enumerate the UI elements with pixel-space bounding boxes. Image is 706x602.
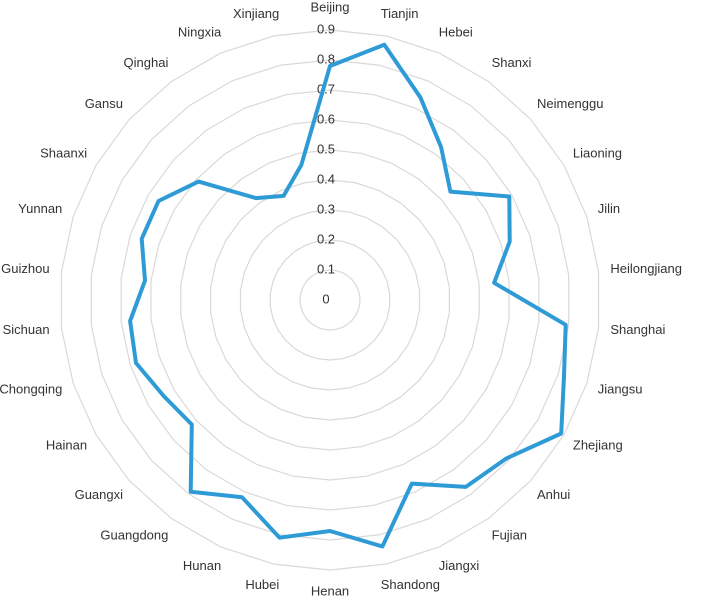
- grid-ring: [299, 269, 361, 331]
- category-label: Jilin: [598, 201, 620, 216]
- category-label: Henan: [311, 583, 349, 598]
- category-label: Fujian: [492, 528, 527, 543]
- category-label: Liaoning: [573, 145, 622, 160]
- category-label: Shaanxi: [40, 145, 87, 160]
- radial-tick-label: 0.8: [317, 51, 335, 66]
- radial-tick-label: 0.2: [317, 231, 335, 246]
- category-label: Heilongjiang: [610, 261, 682, 276]
- category-label: Guizhou: [1, 261, 49, 276]
- grid-ring: [269, 239, 391, 361]
- radial-tick-label: 0.3: [317, 201, 335, 216]
- category-label: Hebei: [439, 25, 473, 40]
- category-label: Neimenggu: [537, 96, 604, 111]
- category-label: Zhejiang: [573, 437, 623, 452]
- category-label: Yunnan: [18, 201, 62, 216]
- category-label: Jiangxi: [439, 558, 480, 573]
- radial-tick-label: 0.1: [317, 261, 335, 276]
- category-label: Shanxi: [492, 55, 532, 70]
- grid-ring: [210, 179, 450, 421]
- grid-ring: [90, 59, 570, 541]
- category-label: Shanghai: [610, 322, 665, 337]
- category-label: Beijing: [310, 0, 349, 14]
- category-label: Guangdong: [100, 528, 168, 543]
- category-label: Anhui: [537, 487, 570, 502]
- category-label: Ningxia: [178, 25, 222, 40]
- category-label: Hainan: [46, 437, 87, 452]
- category-label: Tianjin: [381, 6, 419, 21]
- grid-ring: [120, 89, 540, 511]
- grid-ring: [180, 149, 480, 451]
- category-label: Hunan: [183, 558, 221, 573]
- category-label: Xinjiang: [233, 6, 279, 21]
- radial-tick-label: 0.6: [317, 111, 335, 126]
- category-label: Hubei: [245, 577, 279, 592]
- grid-ring: [150, 119, 510, 481]
- grid-ring: [60, 29, 600, 571]
- data-line: [128, 42, 568, 549]
- category-label: Shandong: [381, 577, 440, 592]
- category-label: Qinghai: [124, 55, 169, 70]
- radial-tick-label: 0: [322, 291, 329, 306]
- radial-tick-label: 0.4: [317, 171, 335, 186]
- category-label: Gansu: [85, 96, 123, 111]
- category-label: Guangxi: [75, 487, 124, 502]
- radial-tick-label: 0.9: [317, 21, 335, 36]
- category-label: Jiangsu: [598, 382, 643, 397]
- category-label: Chongqing: [0, 382, 62, 397]
- category-label: Sichuan: [3, 322, 50, 337]
- grid-ring: [239, 209, 421, 391]
- radial-tick-label: 0.5: [317, 141, 335, 156]
